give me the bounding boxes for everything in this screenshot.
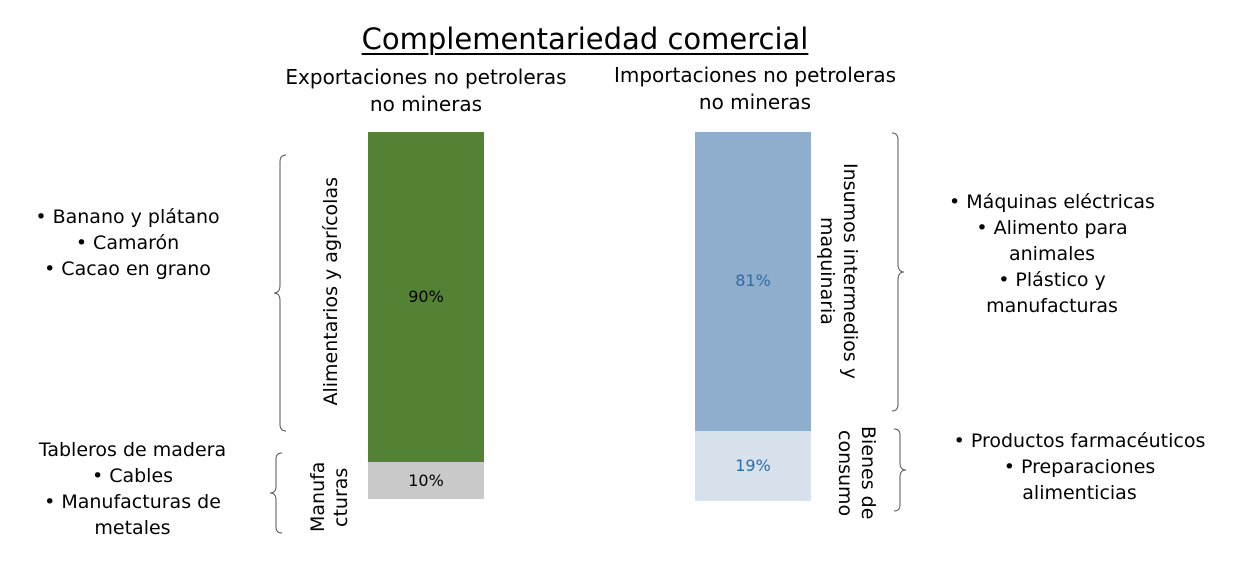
annotation-item: • Cacao en grano xyxy=(44,258,211,280)
bar-segment-alimentarios-y-agricolas xyxy=(368,132,484,463)
exports-bar-title: Exportaciones no petroleras no mineras xyxy=(285,65,567,116)
annotation-item: • Camarón xyxy=(75,232,180,254)
brace-manufacturas xyxy=(269,452,283,534)
data-label-bienes-de-consumo: 19% xyxy=(735,455,771,475)
annotation-manufacturas: Tableros de madera • Cables • Manufactur… xyxy=(0,437,265,541)
brace-alimentarios xyxy=(273,154,287,432)
annotation-item: alimenticias xyxy=(1022,482,1137,504)
bar-segment-manufacturas xyxy=(368,462,484,499)
annotation-item: • Alimento para xyxy=(976,217,1128,239)
segment-name-manufacturas: Manufa cturas xyxy=(307,461,352,533)
bar-segment-bienes-de-consumo xyxy=(695,430,811,501)
annotation-item: • Plástico y xyxy=(998,269,1106,291)
annotation-item: • Manufacturas de xyxy=(44,491,221,513)
annotation-item: • Preparaciones xyxy=(1003,456,1156,478)
imports-bar-title: Importaciones no petroleras no mineras xyxy=(613,63,897,114)
annotation-insumos: • Máquinas eléctricas • Alimento para an… xyxy=(912,189,1192,319)
brace-insumos xyxy=(891,132,905,412)
annotation-item: Tableros de madera xyxy=(38,439,227,461)
chart-title: Complementariedad comercial xyxy=(361,22,809,56)
annotation-item: • Máquinas eléctricas xyxy=(949,191,1155,213)
annotation-item: manufacturas xyxy=(986,295,1118,317)
segment-name-bienes: Bienes de consumo xyxy=(834,426,879,520)
data-label-manufacturas: 10% xyxy=(408,470,444,490)
annotation-item: • Cables xyxy=(91,465,174,487)
annotation-item: animales xyxy=(1009,243,1095,265)
data-label-insumos-intermedios-y-maquinaria: 81% xyxy=(735,271,771,291)
annotation-item: metales xyxy=(94,517,171,539)
data-label-alimentarios-y-agricolas: 90% xyxy=(408,287,444,307)
annotation-item: • Productos farmacéuticos xyxy=(953,430,1206,452)
brace-bienes xyxy=(893,428,907,512)
segment-name-alimentarios: Alimentarios y agrícolas xyxy=(319,176,342,406)
annotation-bienes: • Productos farmacéuticos • Preparacione… xyxy=(912,428,1247,506)
annotation-alimentarios: • Banano y plátano • Camarón • Cacao en … xyxy=(0,204,255,282)
segment-name-insumos: Insumos intermedios y maquinaria xyxy=(816,163,861,379)
bar-segment-insumos-intermedios-y-maquinaria xyxy=(695,132,811,431)
annotation-item: • Banano y plátano xyxy=(35,206,220,228)
